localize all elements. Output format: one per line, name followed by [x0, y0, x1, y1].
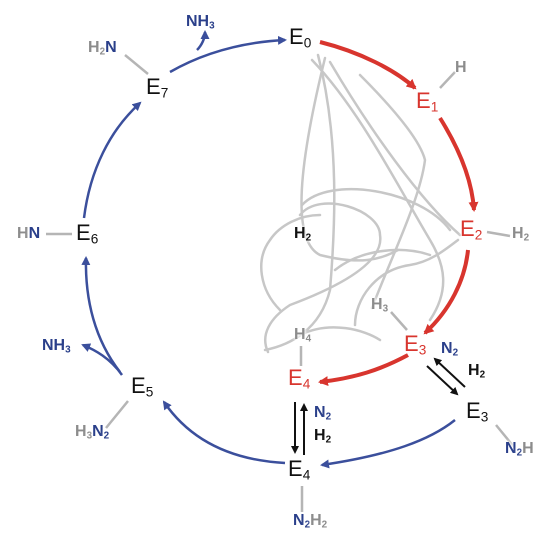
node-e1: E1: [416, 88, 439, 115]
label-h2-e3: H2: [468, 362, 486, 381]
label-h2-e4: H2: [314, 427, 332, 446]
label-h3-e3: H3: [371, 296, 389, 315]
node-e6: E6: [76, 220, 99, 247]
node-e3: E3: [466, 398, 489, 425]
label-nh3-top: NH3: [186, 13, 215, 32]
label-h4-e4: H4: [294, 326, 312, 345]
label-h3n2-e5: H3N2: [75, 423, 110, 442]
label-n2-e4: N2: [314, 404, 332, 423]
ligand-bonds: [46, 54, 515, 512]
node-e3-red: E3: [404, 331, 427, 358]
label-n2-e3: N2: [441, 340, 459, 359]
label-nh3-e5: NH3: [42, 337, 71, 356]
blue-cycle-arrows: [81, 30, 456, 469]
red-pathway-arrows: [318, 40, 479, 387]
grey-swirl-paths: [260, 53, 462, 354]
label-h2-center: H2: [294, 225, 312, 244]
node-e5: E5: [131, 373, 154, 400]
node-e4-red: E4: [288, 365, 311, 392]
node-e7: E7: [146, 74, 169, 101]
label-n2h2-e4: N2H2: [293, 512, 328, 531]
label-hn-e6: HN: [17, 225, 41, 242]
node-e2: E2: [460, 216, 483, 243]
node-e4: E4: [288, 456, 311, 483]
label-h2n-e7: H2N: [88, 39, 117, 58]
label-n2h-e3: N2H: [505, 440, 534, 459]
equilibrium-arrows: [291, 357, 466, 455]
label-h2-e2: H2: [512, 225, 530, 244]
node-e0: E0: [289, 24, 312, 51]
label-h-e1: H: [455, 59, 467, 76]
